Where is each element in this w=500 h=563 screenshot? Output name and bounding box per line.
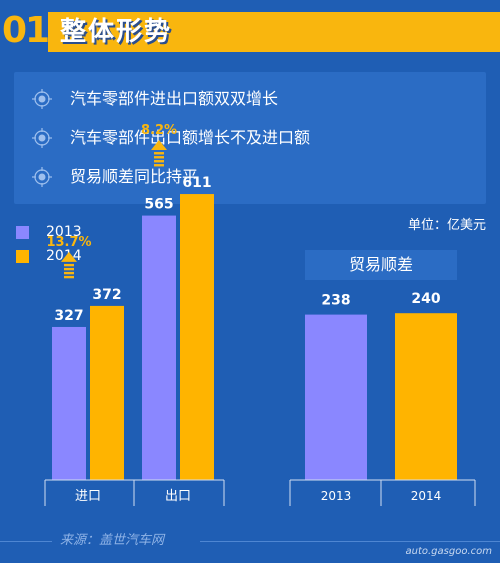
unit-label: 单位：亿美元 (407, 218, 486, 233)
section-number: 01 (2, 10, 50, 51)
bar-进口-2014 (90, 305, 124, 480)
source-footer: 来源：盖世汽车网 (0, 530, 500, 552)
source-text: 来源：盖世汽车网 (60, 533, 165, 548)
growth-label: 13.7% (46, 235, 91, 250)
key-point-text: 贸易顺差同比持平 (70, 167, 199, 186)
bar-进口-2013 (52, 326, 86, 480)
key-point-text: 汽车零部件进出口额双双增长 (70, 89, 279, 108)
growth-arrow-stripe (154, 152, 164, 155)
data-label: 327 (54, 308, 83, 324)
data-label: 611 (182, 175, 211, 191)
data-label: 238 (321, 293, 350, 309)
growth-arrow-stripe (154, 156, 164, 159)
growth-arrow-icon (151, 140, 167, 151)
growth-arrow-icon (61, 251, 77, 262)
key-point-2: 汽车零部件出口额增长不及进口额 (14, 121, 486, 155)
data-label: 372 (92, 287, 121, 303)
growth-arrow-stripe (64, 271, 74, 275)
target-icon (32, 128, 52, 148)
growth-label: 8.2% (141, 123, 177, 138)
data-label: 565 (144, 197, 173, 213)
growth-arrow-stripe (64, 263, 74, 267)
growth-arrow-stripe (64, 275, 74, 279)
key-points-panel: 汽车零部件进出口额双双增长 汽车零部件出口额增长不及进口额 贸易顺差同比持平 (14, 72, 486, 204)
target-icon (32, 89, 52, 109)
growth-arrow-stripe (154, 164, 164, 167)
legend-swatch-2013 (16, 226, 29, 239)
growth-arrow-stripe (154, 160, 164, 163)
bar-surplus-2014 (395, 313, 457, 480)
x-tick-label: 出口 (165, 489, 191, 504)
source-line-left (0, 541, 52, 542)
data-label: 240 (411, 291, 440, 307)
bar-surplus-2013 (305, 314, 367, 480)
bar-出口-2013 (142, 215, 176, 480)
x-tick-label: 2013 (321, 489, 352, 503)
page-title: 整体形势 (60, 17, 173, 47)
x-tick-label: 进口 (75, 489, 101, 504)
header-bar (48, 12, 500, 52)
legend-label: 2013 (46, 224, 82, 240)
trade-surplus-title: 贸易顺差 (305, 250, 457, 280)
source-line-right (200, 541, 500, 542)
key-point-1: 汽车零部件进出口额双双增长 (14, 82, 486, 116)
key-point-3: 贸易顺差同比持平 (14, 160, 486, 194)
x-tick-label: 2014 (411, 489, 442, 503)
target-icon (32, 167, 52, 187)
growth-arrow-stripe (64, 267, 74, 271)
bar-出口-2014 (180, 194, 214, 480)
key-point-text: 汽车零部件出口额增长不及进口额 (70, 128, 311, 147)
header-banner: 01 整体形势 (0, 8, 500, 54)
legend-swatch-2014 (16, 250, 29, 263)
watermark: auto.gasgoo.com (405, 546, 493, 557)
